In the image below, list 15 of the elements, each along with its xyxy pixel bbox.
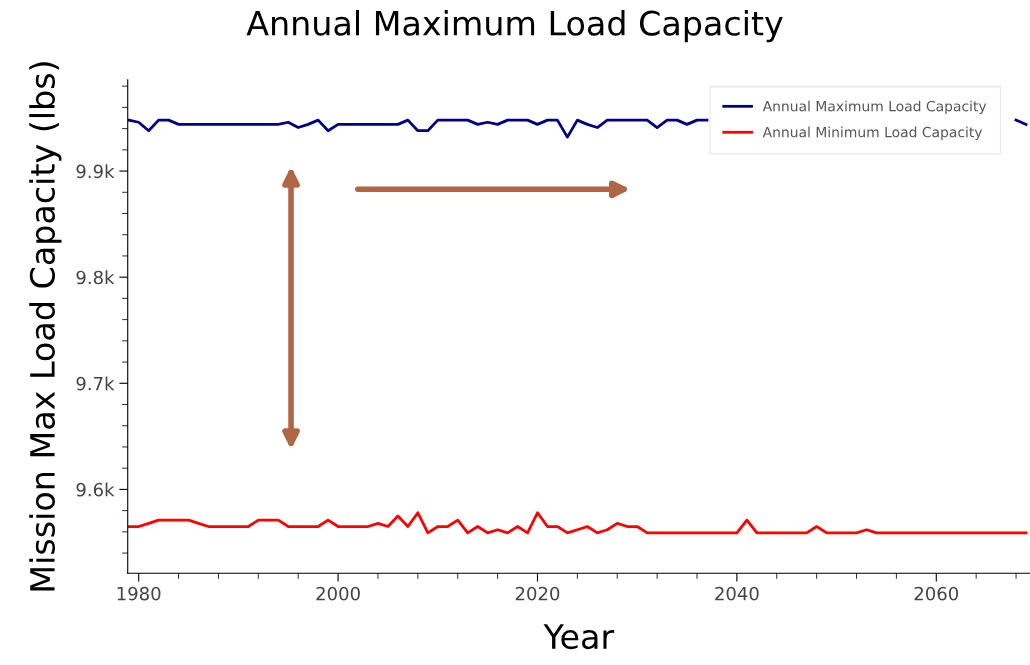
y-axis-title: Mission Max Load Capacity (lbs) bbox=[29, 62, 62, 591]
x-tick-label: 2000 bbox=[316, 586, 360, 601]
legend-label: Annual Minimum Load Capacity bbox=[762, 126, 983, 141]
x-tick-label: 1980 bbox=[117, 586, 161, 601]
x-axis-title: Year bbox=[543, 624, 615, 650]
y-tick-label: 9.6k bbox=[76, 482, 115, 497]
legend-label: Annual Maximum Load Capacity bbox=[762, 100, 987, 115]
x-tick-label: 2060 bbox=[914, 586, 959, 601]
chart-title: Annual Maximum Load Capacity bbox=[246, 9, 783, 43]
x-tick-label: 2040 bbox=[715, 586, 759, 601]
y-tick-label: 9.9k bbox=[76, 164, 115, 179]
y-tick-label: 9.8k bbox=[76, 270, 115, 285]
line-series bbox=[127, 511, 1028, 535]
x-tick-label: 2020 bbox=[515, 586, 560, 601]
y-tick-label: 9.7k bbox=[76, 376, 115, 391]
